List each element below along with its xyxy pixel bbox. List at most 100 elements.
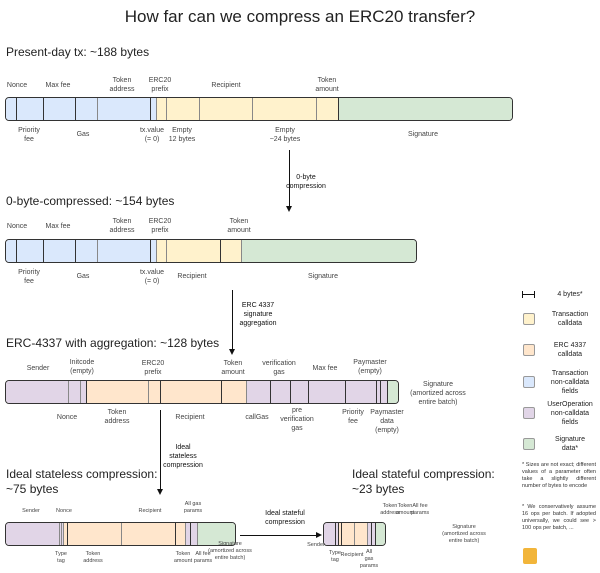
arrow-down-icon [229,349,235,355]
field-signature [241,240,416,262]
scale-tick [522,291,523,298]
label-tx-value: tx.value (= 0) [139,127,165,143]
field-recipient [199,98,252,120]
field-paymaster-data [380,381,387,403]
field-tx-value [150,240,156,262]
field-preverification-gas [290,381,308,403]
field-nonce [68,381,80,403]
field-initcode [80,381,86,403]
arrow-line [240,535,317,536]
field-token-amount [316,98,338,120]
field-all-fee-params [190,523,197,545]
label-paymaster-data: Paymaster data (empty) [370,409,404,434]
label-nonce: Nonce [56,508,72,514]
label-token-address: Token address [109,77,135,93]
label-signature: Signature [308,273,338,280]
arrow-label-aggregation: ERC 4337 signature aggregation [239,302,277,327]
field-type-tag [335,523,338,545]
field-recipient [121,523,175,545]
label-callgas: callGas [245,414,269,421]
label-recipient: Recipient [340,552,364,558]
field-sender [324,523,335,545]
field-signature [375,523,385,545]
label-empty-24: Empty ~24 bytes [269,127,301,143]
label-all-gas-params: All gas params [359,549,379,569]
label-priority-fee: Priority fee [18,269,40,285]
stateless-heading: Ideal stateless compression: ~75 bytes [6,467,158,496]
legend-swatch-tx-calldata [523,313,535,325]
field-type-tag-2 [63,523,67,545]
watermark-logo [523,548,537,564]
label-tx-value: tx.value (= 0) [139,269,165,285]
label-nonce: Nonce [6,223,28,230]
field-callgas [246,381,270,403]
field-all-gas-params [367,523,371,545]
field-empty-24 [252,98,316,120]
field-erc20-prefix [156,240,166,262]
field-signature [387,381,398,403]
label-priority-fee: Priority fee [18,127,40,143]
legend-signature: Signature data* [555,436,585,452]
label-recipient: Recipient [177,273,207,280]
label-erc20-prefix: ERC20 prefix [141,360,165,376]
legend-erc4337-calldata: ERC 4337 calldata [553,342,587,358]
label-sender: Sender [22,508,40,514]
label-recipient: Recipient [211,82,241,89]
field-recipient [341,523,354,545]
field-token-amount [220,240,241,262]
stateless-bar [5,522,236,546]
arrow-line [160,410,161,490]
field-empty-12 [166,98,199,120]
label-type-tag: Type tag [55,551,67,564]
field-max-fee [43,98,75,120]
field-erc20-prefix [148,381,160,403]
label-signature-amortized: Signature (amortized across entire batch… [208,541,252,561]
field-recipient [160,381,221,403]
field-recipient [166,240,220,262]
label-sender: Sender [307,542,325,548]
field-token-address [338,523,341,545]
legend-tx-noncalldata: Transaction non-calldata fields [550,370,590,395]
label-token-address: Token address [109,218,135,234]
diagram-title: How far can we compress an ERC20 transfe… [124,7,476,26]
label-priority-fee: Priority fee [342,409,364,425]
field-tx-value [150,98,156,120]
legend-tx-calldata: Transaction calldata [551,311,589,327]
field-token-amount [221,381,246,403]
field-all-gas-params [185,523,190,545]
aa-heading: ERC-4337 with aggregation: ~128 bytes [6,336,220,350]
label-nonce: Nonce [56,414,78,421]
field-priority-fee [345,381,376,403]
present-heading: Present-day tx: ~188 bytes [6,45,150,59]
arrow-right-icon [316,532,322,538]
label-initcode: Initcode (empty) [69,359,95,375]
label-signature: Signature [408,131,438,138]
field-token-address [67,523,121,545]
label-all-fee-params: All fee params [410,503,430,516]
field-sender [6,523,59,545]
legend-userop-noncalldata: UserOperation non-calldata fields [547,401,593,426]
arrow-down-icon [157,489,163,495]
label-signature-amortized: Signature (amortized across entire batch… [410,381,466,406]
label-all-fee-params: All fee params [193,551,213,564]
legend-swatch-userop-noncalldata [523,407,535,419]
stateful-bar [323,522,386,546]
field-verification-gas [270,381,290,403]
field-nonce [61,523,63,545]
label-all-gas-params: All gas params [183,501,203,514]
field-signature [197,523,235,545]
field-all-fee-params [371,523,375,545]
scale-tick [534,291,535,298]
field-token-amount [354,523,367,545]
scale-bar-icon [522,294,534,295]
arrow-label-stateful: Ideal stateful compression [265,510,305,526]
label-recipient: Recipient [138,508,162,514]
label-token-amount: Token amount [221,360,245,376]
label-token-address: Token address [83,551,103,564]
label-nonce: Nonce [6,82,28,89]
label-token-amount: Token amount [395,503,415,516]
field-token-address [86,381,148,403]
arrow-label-0byte: 0-byte compression [286,174,326,190]
label-erc20-prefix: ERC20 prefix [148,218,172,234]
